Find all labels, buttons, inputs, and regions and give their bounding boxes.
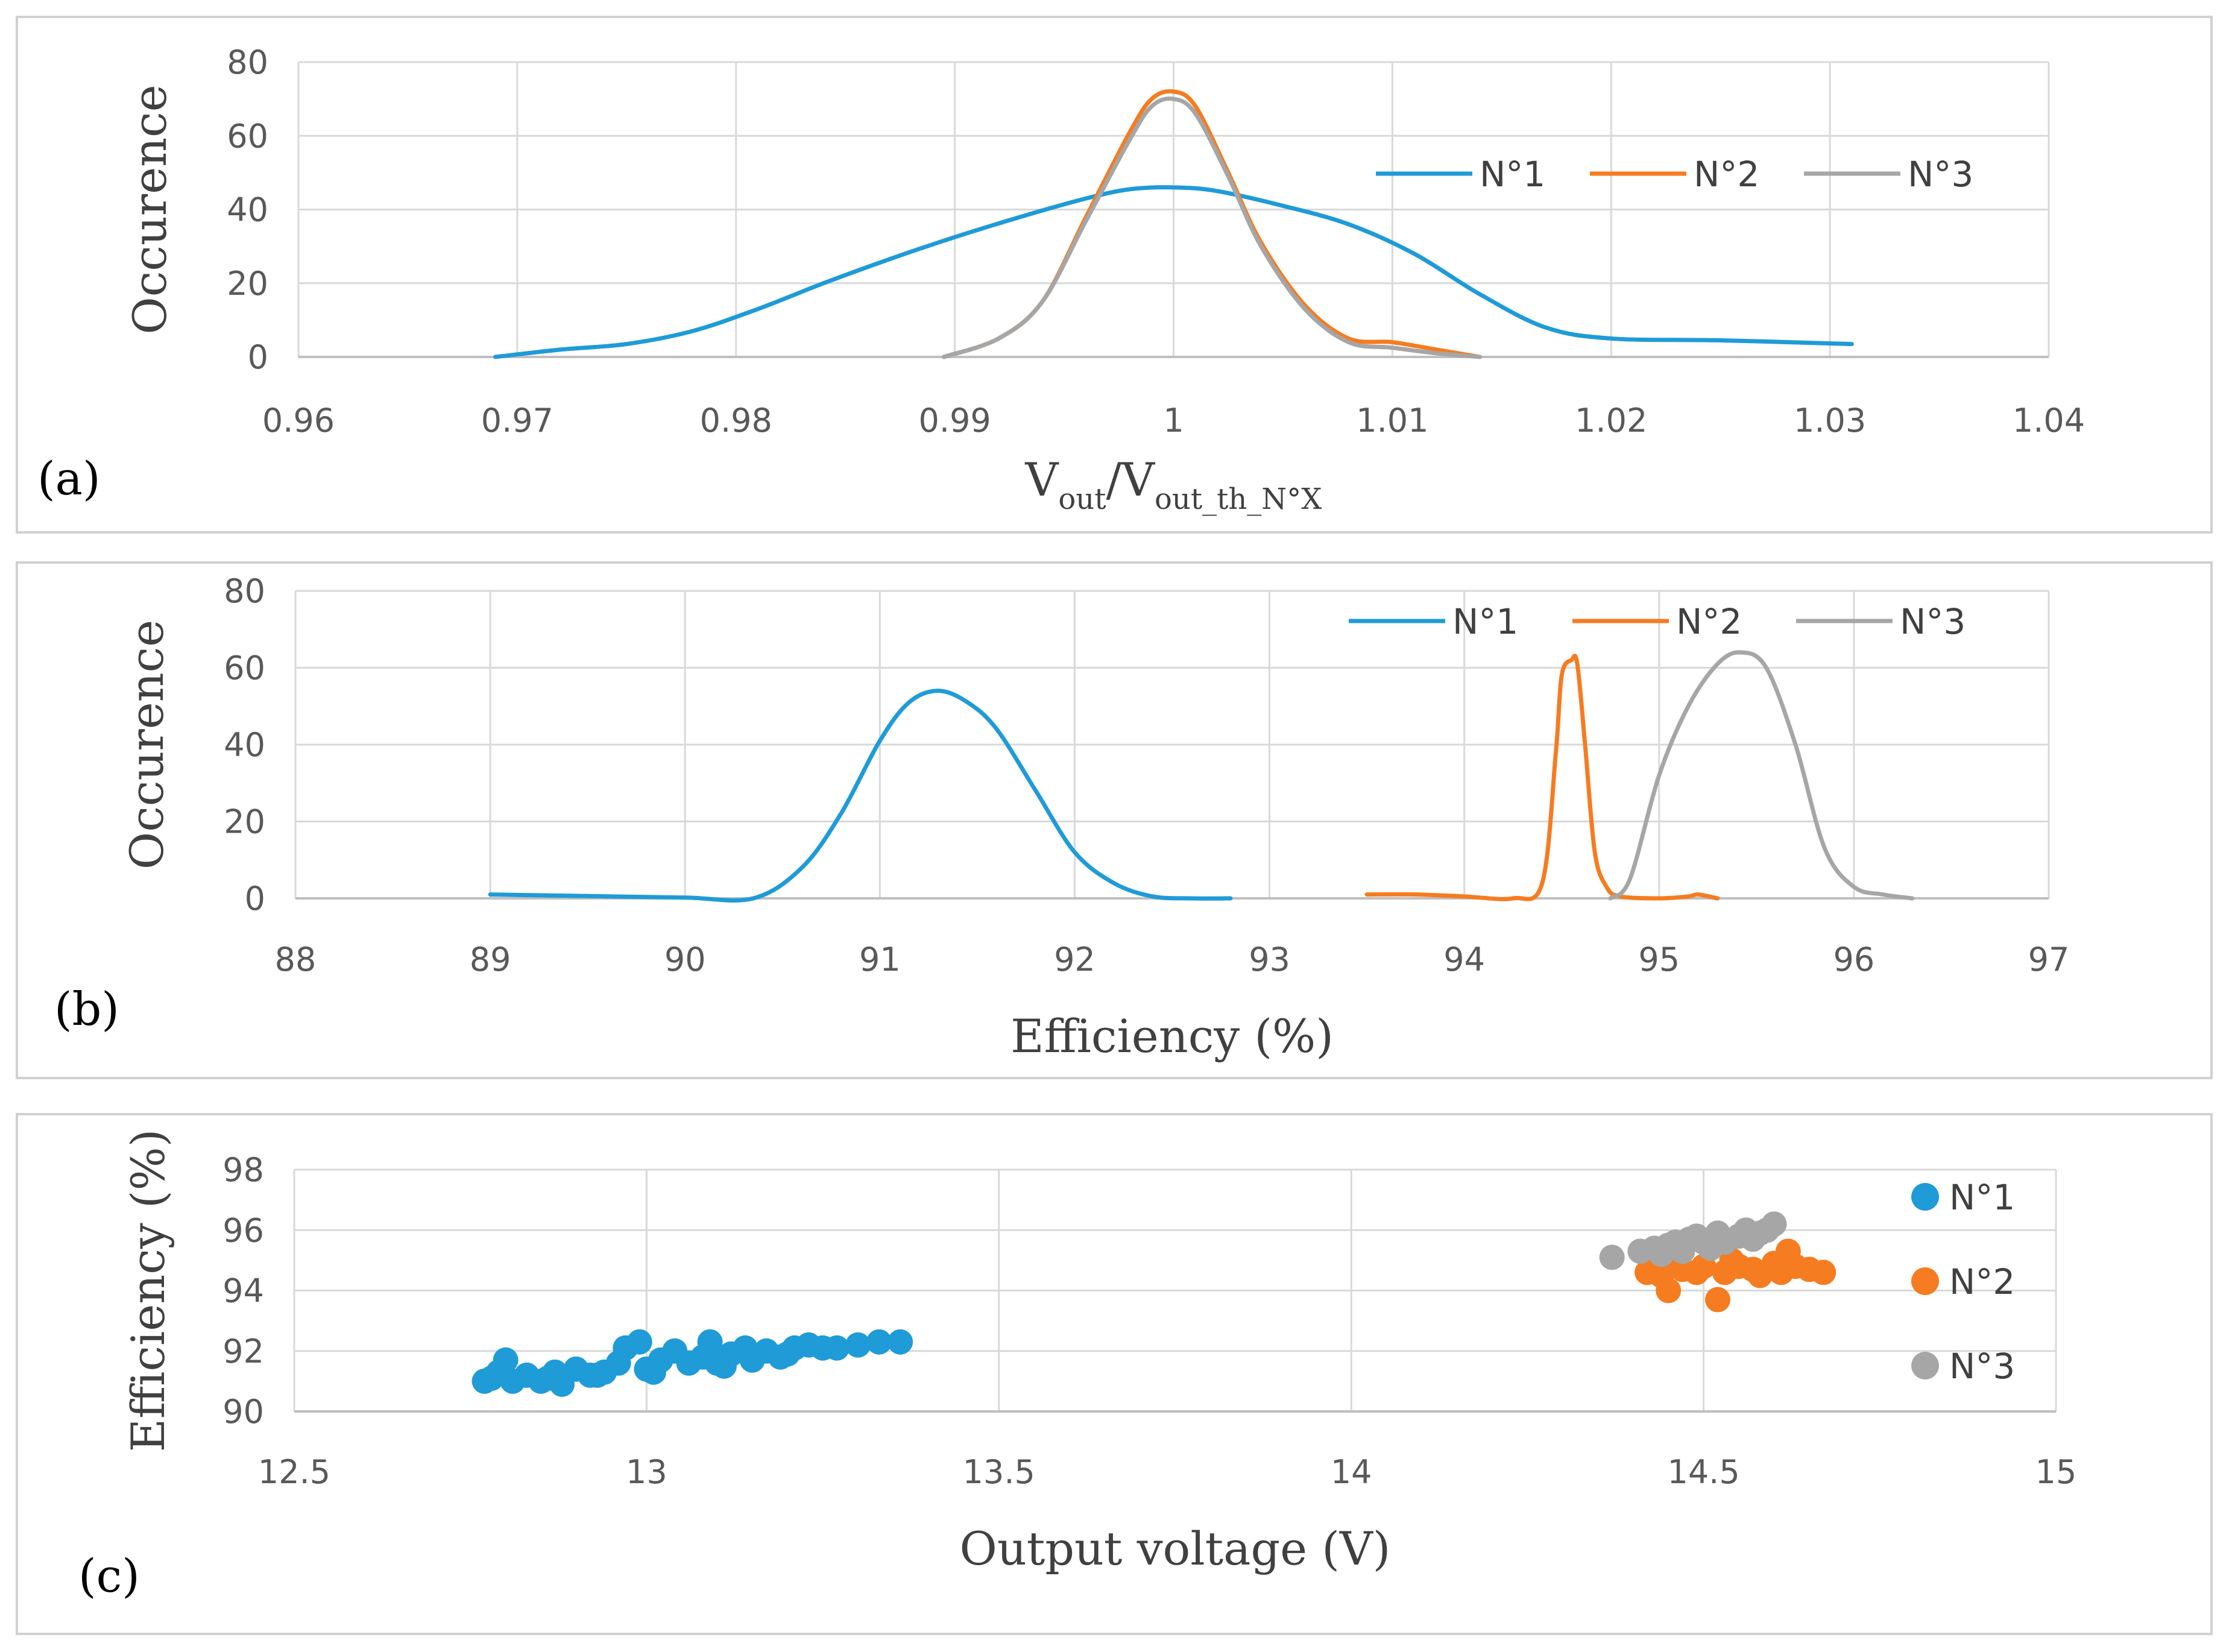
x-tick-label: 90 [664,941,706,979]
y-axis-title: Occurence [120,620,174,869]
scatter-point-series-3 [1761,1211,1787,1237]
series-line-3 [1608,650,1915,901]
series-line-1 [488,689,1233,903]
x-tick-label: 15 [2035,1453,2077,1491]
scatter-point-series-1 [824,1335,850,1361]
y-tick-label: 80 [224,572,265,610]
x-tick-label: 0.96 [262,402,335,440]
y-tick-label: 0 [245,880,265,918]
y-tick-label: 92 [222,1332,264,1370]
scatter-point-series-3 [1599,1244,1625,1270]
x-tick-label: 1.03 [1794,402,1866,440]
scatter-point-series-2 [1704,1287,1730,1313]
legend-label-3: N°3 [1908,154,1973,195]
x-tick-label: 14 [1331,1453,1372,1491]
panel-label: (b) [54,982,119,1036]
scatter-point-series-3 [1669,1238,1695,1264]
y-tick-label: 20 [227,265,268,303]
x-tick-label: 91 [859,941,901,979]
scatter-point-series-1 [866,1329,892,1355]
y-axis-title: Efficiency (%) [121,1129,175,1452]
x-axis-title: Vout/Vout_th_N°X [1025,453,1322,516]
scatter-point-series-1 [711,1353,737,1379]
y-tick-label: 40 [224,726,265,764]
x-tick-label: 14.5 [1667,1453,1739,1491]
panel-frame [16,561,2213,1079]
x-tick-label: 92 [1054,941,1096,979]
x-axis-title-part: out_th_N°X [1155,482,1322,516]
x-axis-title-part: V [1025,453,1059,506]
panel-frame [16,16,2213,534]
legend-label-2: N°2 [1676,601,1742,642]
legend-label-2: N°2 [1694,154,1759,195]
x-tick-label: 1 [1163,402,1184,440]
scatter-point-series-1 [697,1329,723,1355]
x-axis-title: Efficiency (%) [1010,1009,1334,1063]
legend-label-2: N°2 [1949,1261,2015,1302]
legend-label-1: N°1 [1480,154,1545,195]
y-tick-label: 20 [224,803,265,841]
y-tick-label: 90 [222,1393,264,1431]
legend-marker-3 [1911,1352,1939,1379]
x-tick-label: 0.97 [481,402,553,440]
scatter-point-series-3 [1740,1226,1766,1252]
scatter-point-series-3 [1648,1241,1674,1267]
x-axis-title-part: /V [1106,453,1156,506]
y-tick-label: 60 [227,117,268,155]
panel-label: (c) [78,1549,140,1603]
scatter-point-series-2 [1656,1278,1682,1304]
x-tick-label: 12.5 [258,1453,330,1491]
y-tick-label: 96 [222,1211,264,1249]
x-tick-label: 93 [1249,941,1290,979]
panel-frame [16,1113,2213,1635]
x-tick-label: 1.04 [2013,402,2085,440]
x-tick-label: 97 [2028,941,2070,979]
y-axis-title: Occurence [123,84,177,334]
scatter-point-series-1 [535,1365,561,1391]
x-axis-title-part: out [1058,482,1106,516]
x-tick-label: 88 [275,941,317,979]
scatter-point-series-3 [1704,1220,1730,1246]
legend-marker-1 [1911,1183,1939,1211]
y-tick-label: 80 [227,43,268,81]
series-line-3 [941,96,1483,359]
y-tick-label: 94 [222,1272,264,1310]
x-tick-label: 95 [1638,941,1680,979]
legend-label-3: N°3 [1949,1346,2015,1387]
x-tick-label: 89 [470,941,511,979]
scatter-point-series-1 [485,1359,511,1385]
scatter-point-series-2 [1811,1259,1836,1285]
series-line-2 [1364,654,1720,901]
x-tick-label: 0.98 [700,402,772,440]
x-tick-label: 94 [1443,941,1485,979]
scatter-point-series-1 [584,1362,610,1388]
scatter-point-series-1 [775,1341,801,1367]
series-line-1 [493,185,1854,359]
chart-panel-a: 0.96 0.97 0.98 0.99 1 1.01 1.02 1.03 1.04 0 20 40 60… [16,16,2213,534]
x-tick-label: 13.5 [963,1453,1035,1491]
x-tick-label: 96 [1833,941,1875,979]
legend-label-1: N°1 [1452,601,1518,642]
y-tick-label: 98 [222,1151,264,1189]
chart-panel-b: 88 89 90 91 92 93 94 95 96 97 0 20 40 60 80 Occurence Ef… [16,561,2213,1079]
panel-label: (a) [37,452,101,505]
scatter-point-series-1 [845,1332,871,1358]
x-tick-label: 1.01 [1356,402,1428,440]
scatter-point-series-1 [626,1329,652,1355]
x-tick-label: 13 [626,1453,667,1491]
x-tick-label: 0.99 [919,402,991,440]
y-tick-label: 60 [224,649,265,687]
legend-marker-2 [1911,1267,1939,1295]
chart-panel-c: 12.5 13 13.5 14 14.5 15 90 92 94 96 98 Efficiency (… [16,1113,2213,1635]
legend-label-3: N°3 [1900,601,1966,642]
x-tick-label: 1.02 [1575,402,1647,440]
y-tick-label: 40 [227,191,268,229]
y-tick-label: 0 [248,338,268,376]
x-axis-title: Output voltage (V) [960,1522,1391,1575]
scatter-point-series-1 [641,1359,667,1385]
scatter-point-series-1 [888,1329,913,1355]
scatter-point-series-2 [1768,1259,1794,1285]
legend-label-1: N°1 [1949,1177,2015,1218]
